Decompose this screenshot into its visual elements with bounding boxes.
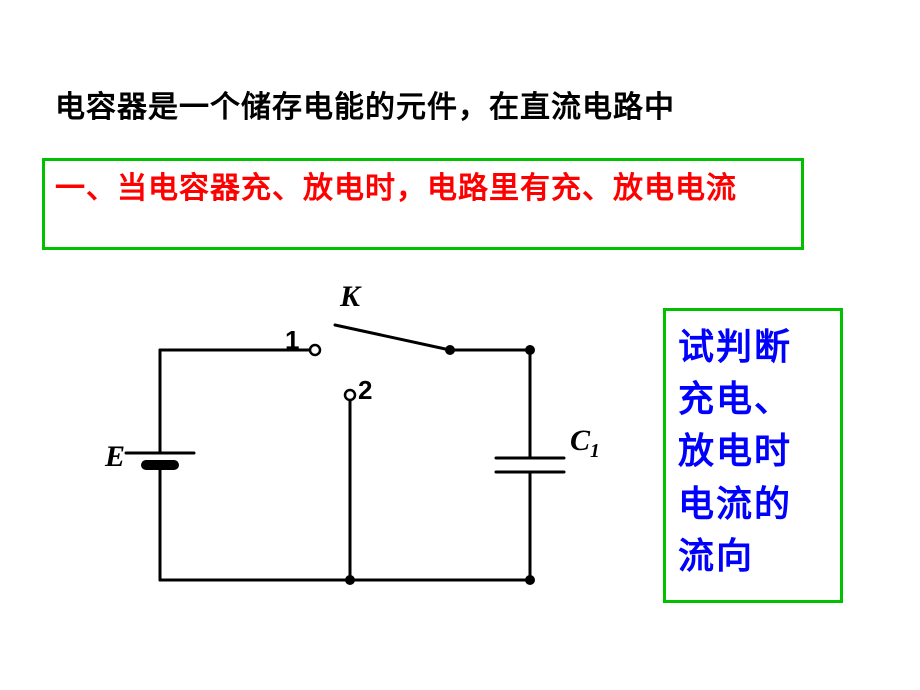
label-c1-capacitor: C1 [570,424,600,463]
label-terminal-1: 1 [285,325,299,356]
question-text: 试判断充电、放电时电流的流向 [678,321,828,582]
question-box: 试判断充电、放电时电流的流向 [663,308,843,603]
page-title: 电容器是一个储存电能的元件，在直流电路中 [55,82,675,126]
circuit-diagram: K 1 2 E C1 [60,280,600,600]
label-e-battery: E [105,440,125,474]
principle-box: 一、当电容器充、放电时，电路里有充、放电电流 [42,158,804,250]
label-terminal-2: 2 [358,375,372,406]
label-k-switch: K [340,280,360,314]
circuit-svg [60,280,600,600]
principle-text: 一、当电容器充、放电时，电路里有充、放电电流 [55,169,791,208]
label-c-sub: 1 [590,441,600,462]
label-c-letter: C [570,424,590,457]
